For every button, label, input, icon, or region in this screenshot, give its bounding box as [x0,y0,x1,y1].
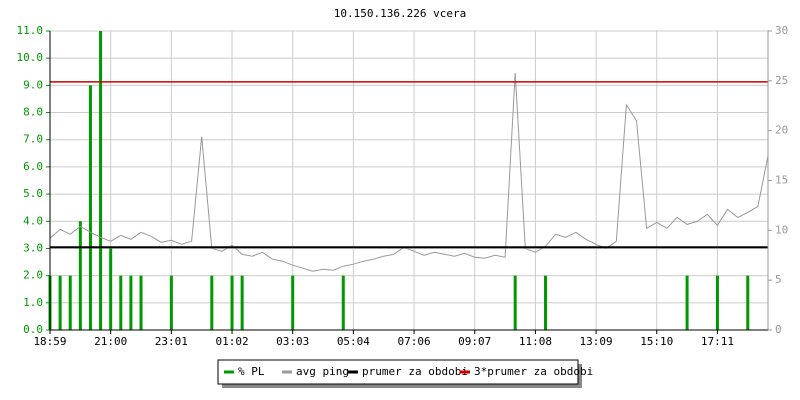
legend-label: % PL [238,365,265,378]
x-tick-label: 05:04 [337,335,370,348]
y-tick-label: 4.0 [23,214,43,227]
y-tick-label: 6.0 [23,160,43,173]
y-tick-label: 0.0 [23,323,43,336]
y-tick-label: 11.0 [17,24,44,37]
bar [715,275,719,330]
y2-tick-label: 30 [775,24,788,37]
bar [109,248,113,330]
bar [746,275,750,330]
y2-tick-label: 20 [775,124,788,137]
bar [230,275,234,330]
bar [169,275,173,330]
line [49,72,769,272]
legend-label: 3*prumer za obdobi [474,365,593,378]
x-tick-label: 09:07 [458,335,491,348]
y-tick-label: 3.0 [23,241,43,254]
y-tick-label: 10.0 [17,51,44,64]
bar [291,275,295,330]
bar [99,31,103,330]
y-tick-label: 5.0 [23,187,43,200]
bar [513,275,517,330]
y-tick-label: 8.0 [23,106,43,119]
bar [240,275,244,330]
legend-label: prumer za obdobi [362,365,468,378]
bar [685,275,689,330]
x-tick-label: 17:11 [701,335,734,348]
x-tick-label: 18:59 [33,335,66,348]
x-tick-label: 23:01 [155,335,188,348]
bar [88,85,92,330]
bar [341,275,345,330]
x-tick-label: 01:02 [215,335,248,348]
y-tick-label: 7.0 [23,133,43,146]
bar [68,275,72,330]
x-tick-label: 03:03 [276,335,309,348]
legend [217,359,579,385]
y-tick-label: 2.0 [23,269,43,282]
y2-tick-label: 0 [775,323,782,336]
x-tick-label: 15:10 [640,335,673,348]
y2-tick-label: 5 [775,273,782,286]
x-tick-label: 21:00 [94,335,127,348]
bar [544,275,548,330]
x-tick-label: 11:08 [519,335,552,348]
bar [78,221,82,330]
x-tick-label: 13:09 [580,335,613,348]
bar [58,275,62,330]
y2-tick-label: 15 [775,174,788,187]
legend-label: avg ping [296,365,349,378]
bar [119,275,123,330]
y2-tick-label: 25 [775,74,788,87]
bar [139,275,143,330]
y-tick-label: 1.0 [23,296,43,309]
bar [129,275,133,330]
y2-tick-label: 10 [775,223,788,236]
y-tick-label: 9.0 [23,78,43,91]
x-tick-label: 07:06 [397,335,430,348]
chart-title: 10.150.136.226 vcera [334,7,466,20]
bar [210,275,214,330]
